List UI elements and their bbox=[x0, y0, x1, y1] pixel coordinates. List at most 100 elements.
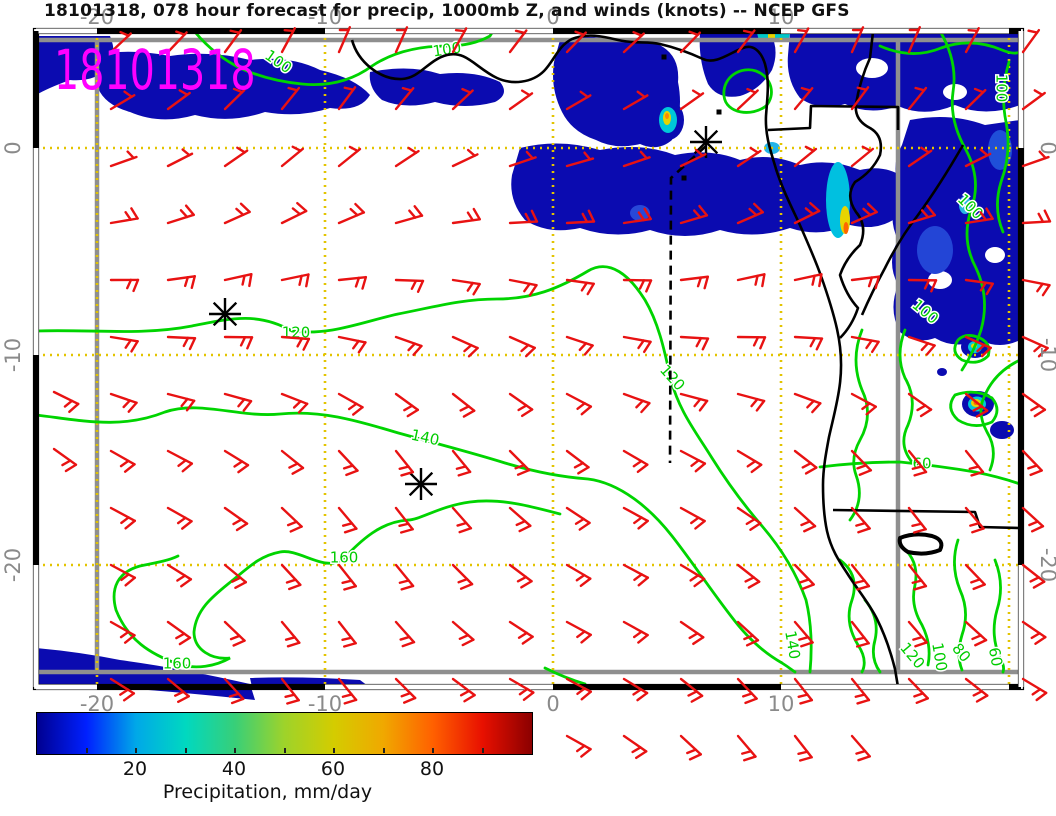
island-dot bbox=[661, 54, 667, 60]
axis-tick-label: 10 bbox=[768, 5, 795, 29]
wind-barb bbox=[679, 734, 702, 761]
wind-barb bbox=[280, 677, 300, 705]
wind-barb bbox=[622, 278, 653, 293]
wind-barb bbox=[793, 677, 814, 705]
wind-barb bbox=[280, 201, 308, 225]
wind-barb bbox=[1021, 209, 1052, 225]
wind-barb bbox=[508, 150, 537, 168]
wind-barb bbox=[622, 620, 649, 644]
contour-label: 60 bbox=[985, 646, 1006, 668]
wind-barb bbox=[223, 335, 254, 350]
wind-barb bbox=[337, 275, 368, 290]
wind-barb bbox=[679, 30, 702, 54]
wind-barb bbox=[736, 506, 762, 531]
wind-barb bbox=[565, 278, 595, 296]
colorbar-tick bbox=[135, 748, 137, 753]
wind-barb bbox=[109, 677, 136, 702]
wind-barb bbox=[1021, 449, 1043, 477]
wind-barb bbox=[964, 87, 987, 111]
wind-barb bbox=[337, 202, 366, 225]
precip-colorbar bbox=[36, 712, 533, 755]
wind-barb bbox=[394, 335, 423, 357]
wind-barb bbox=[1021, 28, 1041, 54]
axis-tick-label: -10 bbox=[308, 5, 342, 29]
wind-barb bbox=[223, 202, 251, 225]
contour-label: 80 bbox=[948, 640, 974, 666]
wind-barb bbox=[508, 335, 536, 358]
wind-barb bbox=[451, 620, 475, 647]
precip-shading bbox=[36, 32, 1020, 700]
wind-barb bbox=[508, 620, 534, 645]
wind-barb bbox=[964, 148, 992, 168]
wind-barb bbox=[166, 620, 192, 646]
axis-tick-label: 0 bbox=[1036, 141, 1056, 154]
wind-barb bbox=[280, 335, 311, 351]
wind-barb bbox=[850, 86, 870, 111]
axis-tick-label: 0 bbox=[546, 692, 559, 716]
wind-barb bbox=[793, 27, 810, 54]
wind-barb bbox=[166, 204, 195, 225]
wind-barbs bbox=[52, 26, 1052, 762]
wind-barb bbox=[907, 677, 929, 705]
wind-barb bbox=[508, 392, 534, 418]
wind-barb bbox=[850, 335, 880, 354]
wind-barb bbox=[850, 734, 871, 762]
wind-barb bbox=[109, 30, 132, 54]
wind-barb bbox=[565, 30, 588, 54]
wind-barb bbox=[736, 620, 760, 647]
wind-barb bbox=[736, 87, 759, 111]
wind-barb bbox=[394, 392, 420, 418]
wind-barb bbox=[451, 563, 474, 590]
wind-barb bbox=[622, 392, 651, 414]
axis-tick-label: 10 bbox=[768, 692, 795, 716]
wind-barb bbox=[850, 677, 871, 705]
wind-barb bbox=[907, 146, 933, 168]
wind-barb bbox=[907, 620, 928, 648]
wind-barb bbox=[508, 278, 538, 297]
wind-barb bbox=[679, 392, 709, 412]
wind-barb bbox=[565, 506, 591, 531]
wind-barb bbox=[166, 506, 193, 530]
wind-barb bbox=[1021, 620, 1047, 645]
wind-barb bbox=[337, 677, 358, 705]
wind-barb bbox=[736, 146, 762, 168]
wind-barb bbox=[508, 677, 535, 702]
coastlines bbox=[350, 31, 1021, 688]
wind-barb bbox=[451, 27, 468, 54]
asterisk-marker bbox=[405, 468, 437, 500]
wind-barb bbox=[679, 449, 707, 473]
wind-barb bbox=[280, 27, 297, 54]
wind-barb bbox=[736, 335, 767, 350]
wind-barb bbox=[850, 392, 878, 416]
wind-barb bbox=[964, 677, 989, 703]
wind-barb bbox=[451, 87, 474, 111]
wind-barb bbox=[793, 392, 822, 414]
wind-barb bbox=[622, 90, 649, 111]
wind-barb bbox=[394, 620, 416, 648]
wind-barb bbox=[451, 278, 481, 296]
axis-tick-label: 0 bbox=[546, 5, 559, 29]
wind-barb bbox=[850, 620, 870, 648]
wind-barb bbox=[850, 563, 871, 591]
wind-barb bbox=[223, 620, 246, 647]
colorbar-tick bbox=[283, 748, 286, 753]
wind-barb bbox=[622, 563, 650, 587]
colorbar-title: Precipitation, mm/day bbox=[162, 781, 373, 803]
axis-tick-label: -20 bbox=[1036, 548, 1056, 582]
wind-barb bbox=[109, 392, 138, 413]
wind-barb bbox=[565, 620, 592, 644]
height-contours bbox=[34, 29, 1022, 686]
colorbar-tick bbox=[481, 748, 484, 753]
wind-barb bbox=[394, 205, 424, 225]
contour-label: 140 bbox=[781, 629, 804, 660]
wind-barb bbox=[223, 563, 248, 590]
wind-barb bbox=[1021, 392, 1047, 418]
init-time-stamp: 18101318 bbox=[54, 38, 256, 102]
wind-barb bbox=[337, 563, 357, 591]
wind-barb bbox=[793, 335, 824, 351]
wind-barb bbox=[1021, 677, 1048, 702]
colorbar-tick bbox=[184, 748, 187, 753]
wind-barb bbox=[565, 677, 593, 701]
wind-barb bbox=[451, 506, 473, 534]
